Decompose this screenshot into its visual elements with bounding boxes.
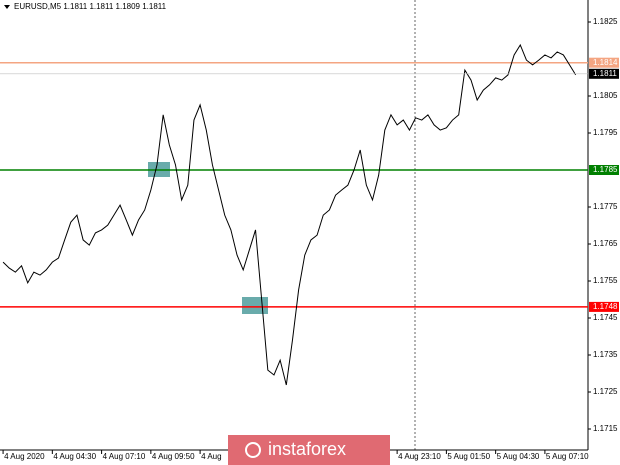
y-tick-label: 1.1775 xyxy=(593,202,618,211)
watermark-text: instaforex xyxy=(268,439,346,459)
watermark-icon xyxy=(245,442,261,458)
x-tick-label: 4 Aug 09:50 xyxy=(152,452,195,461)
level-label-box xyxy=(589,165,619,175)
y-tick-label: 1.1755 xyxy=(593,276,618,285)
menu-arrow[interactable] xyxy=(4,5,10,9)
level-label-box xyxy=(589,301,619,312)
x-tick-label: 5 Aug 07:10 xyxy=(546,452,589,461)
x-tick-label: 4 Aug xyxy=(201,452,221,461)
x-tick-label: 4 Aug 2020 xyxy=(4,452,45,461)
x-tick-label: 4 Aug 07:10 xyxy=(103,452,146,461)
x-tick-label: 4 Aug 04:30 xyxy=(53,452,96,461)
watermark: instaforex xyxy=(228,435,390,465)
y-tick-label: 1.1735 xyxy=(593,350,618,359)
chart-title: EURUSD,M5 1.1811 1.1811 1.1809 1.1811 xyxy=(14,2,167,11)
watermark-box xyxy=(228,435,390,465)
last-price-label: 1.1811 xyxy=(593,69,617,78)
last-price-box xyxy=(589,68,619,79)
level-label-box xyxy=(589,57,619,68)
y-tick-label: 1.1795 xyxy=(593,128,618,137)
y-tick-label: 1.1725 xyxy=(593,387,618,396)
x-tick-label: 5 Aug 01:50 xyxy=(447,452,490,461)
price-line xyxy=(2,43,577,386)
signal-box xyxy=(242,297,268,314)
level-label: 1.1748 xyxy=(593,302,618,311)
y-tick-label: 1.1765 xyxy=(593,239,618,248)
level-label: 1.1785 xyxy=(593,165,618,174)
y-tick-label: 1.1715 xyxy=(593,424,618,433)
x-tick-label: 5 Aug 04:30 xyxy=(497,452,540,461)
y-tick-label: 1.1745 xyxy=(593,313,618,322)
level-label: 1.1814 xyxy=(593,58,618,67)
y-tick-label: 1.1825 xyxy=(593,17,618,26)
y-tick-label: 1.1805 xyxy=(593,91,618,100)
x-tick-label: 4 Aug 23:10 xyxy=(398,452,441,461)
